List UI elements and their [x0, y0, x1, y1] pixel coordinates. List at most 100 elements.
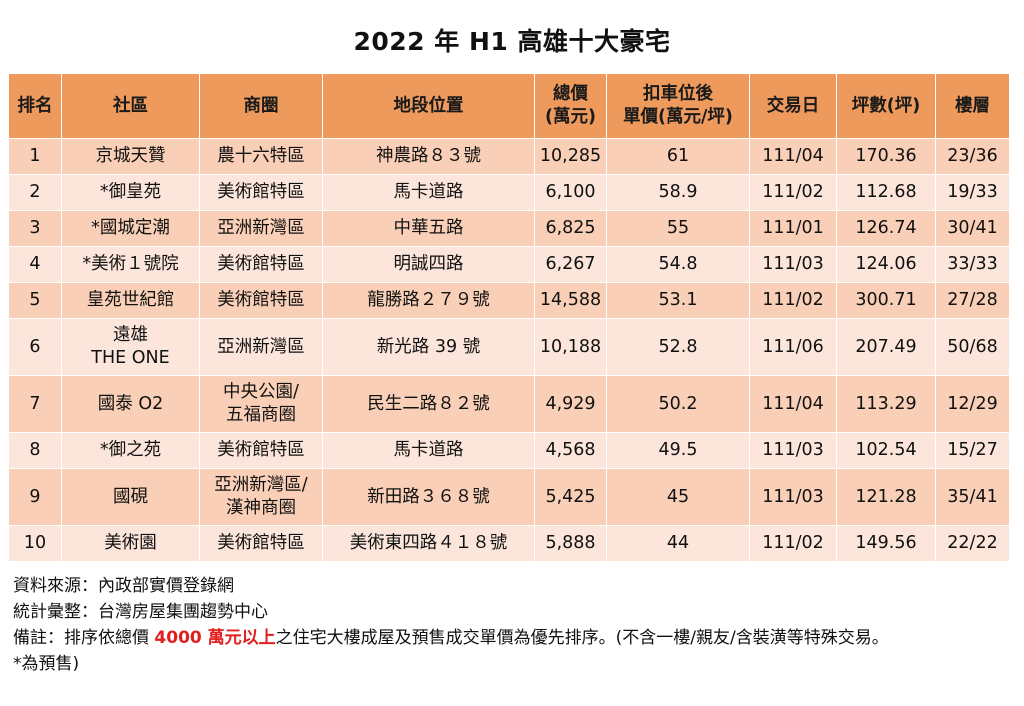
- cell-total-price: 10,285: [534, 138, 607, 175]
- cell-area: 170.36: [836, 138, 936, 175]
- header-location: 地段位置: [322, 73, 535, 139]
- footnotes: 資料來源：內政部實價登錄網 統計彙整：台灣房屋集團趨勢中心 備註：排序依總價 4…: [13, 573, 1013, 677]
- cell-unit-price: 50.2: [606, 375, 750, 433]
- header-floor: 樓層: [935, 73, 1010, 139]
- cell-total-price: 10,188: [534, 318, 607, 376]
- cell-community-line: *御皇苑: [99, 182, 162, 203]
- cell-location: 中華五路: [322, 210, 535, 247]
- cell-community-line: 國泰 O2: [97, 393, 164, 414]
- cell-total-price: 6,825: [534, 210, 607, 247]
- cell-unit-price: 55: [606, 210, 750, 247]
- cell-district: 美術館特區: [199, 282, 323, 319]
- cell-floor: 15/27: [935, 432, 1010, 469]
- cell-rank: 1: [8, 138, 62, 175]
- cell-total-price: 4,568: [534, 432, 607, 469]
- cell-location: 民生二路８２號: [322, 375, 535, 433]
- cell-location: 馬卡道路: [322, 174, 535, 211]
- table-row: 2 *御皇苑 美術館特區 馬卡道路 6,100 58.9 111/02 112.68 19/33: [8, 174, 1010, 211]
- cell-floor: 22/22: [935, 525, 1010, 562]
- cell-district-line: 漢神商圈: [226, 498, 296, 518]
- cell-date: 111/04: [749, 375, 837, 433]
- cell-community-line: THE ONE: [91, 348, 170, 368]
- cell-unit-price: 49.5: [606, 432, 750, 469]
- note-presale: *為預售): [13, 654, 80, 674]
- table-row: 5 皇苑世紀館 美術館特區 龍勝路２７９號 14,588 53.1 111/02 300.71…: [8, 282, 1010, 319]
- cell-district: 亞洲新灣區: [199, 318, 323, 376]
- cell-area: 124.06: [836, 246, 936, 283]
- cell-unit-price: 53.1: [606, 282, 750, 319]
- table-row: 4 *美術１號院 美術館特區 明誠四路 6,267 54.8 111/03 124.06 33/…: [8, 246, 1010, 283]
- header-unit-price-line2: 單價(萬元/坪): [623, 107, 733, 127]
- luxury-housing-table: 排名 社區 商圈 地段位置 總價 (萬元) 扣車位後 單價(萬元/坪) 交易日 …: [8, 73, 1010, 562]
- cell-district-line: 美術館特區: [217, 533, 305, 554]
- cell-area: 121.28: [836, 468, 936, 526]
- cell-district-line: 中央公園/: [223, 382, 299, 403]
- cell-date: 111/03: [749, 468, 837, 526]
- cell-rank: 9: [8, 468, 62, 526]
- cell-rank: 7: [8, 375, 62, 433]
- table-row: 8 *御之苑 美術館特區 馬卡道路 4,568 49.5 111/03 102.54 15/27: [8, 432, 1010, 469]
- cell-location: 神農路８３號: [322, 138, 535, 175]
- cell-district-line: 農十六特區: [217, 146, 305, 167]
- cell-community-line: *御之苑: [99, 440, 162, 461]
- cell-date: 111/02: [749, 174, 837, 211]
- cell-date: 111/02: [749, 525, 837, 562]
- cell-floor: 23/36: [935, 138, 1010, 175]
- cell-area: 102.54: [836, 432, 936, 469]
- cell-district-line: 亞洲新灣區/: [214, 475, 308, 496]
- cell-total-price: 4,929: [534, 375, 607, 433]
- cell-location: 龍勝路２７９號: [322, 282, 535, 319]
- note-remark-highlight: 4000 萬元以上: [154, 628, 276, 648]
- cell-floor: 19/33: [935, 174, 1010, 211]
- cell-area: 207.49: [836, 318, 936, 376]
- header-unit-price: 扣車位後 單價(萬元/坪): [606, 73, 750, 139]
- cell-area: 126.74: [836, 210, 936, 247]
- cell-community: 國泰 O2: [61, 375, 200, 433]
- table-row: 1 京城天贊 農十六特區 神農路８３號 10,285 61 111/04 170.36 23/3…: [8, 138, 1010, 175]
- table-row: 9 國硯 亞洲新灣區/漢神商圈 新田路３６８號 5,425 45 111/03 121.28 3…: [8, 468, 1010, 526]
- cell-district-line: 美術館特區: [217, 182, 305, 203]
- cell-community-line: 京城天贊: [95, 146, 166, 167]
- cell-unit-price: 54.8: [606, 246, 750, 283]
- cell-community-line: 遠雄: [113, 325, 148, 346]
- cell-community: *美術１號院: [61, 246, 200, 283]
- cell-community-line: *美術１號院: [82, 254, 179, 275]
- cell-floor: 27/28: [935, 282, 1010, 319]
- cell-community-line: 國硯: [113, 486, 148, 507]
- cell-district: 中央公園/五福商圈: [199, 375, 323, 433]
- cell-community-line: 皇苑世紀館: [86, 290, 175, 311]
- cell-rank: 2: [8, 174, 62, 211]
- cell-community: *御之苑: [61, 432, 200, 469]
- cell-area: 300.71: [836, 282, 936, 319]
- header-community: 社區: [61, 73, 200, 139]
- cell-district: 亞洲新灣區: [199, 210, 323, 247]
- header-date: 交易日: [749, 73, 837, 139]
- cell-district-line: 美術館特區: [217, 254, 305, 275]
- cell-district: 農十六特區: [199, 138, 323, 175]
- table-header-row: 排名 社區 商圈 地段位置 總價 (萬元) 扣車位後 單價(萬元/坪) 交易日 …: [8, 73, 1010, 139]
- cell-total-price: 5,425: [534, 468, 607, 526]
- cell-area: 149.56: [836, 525, 936, 562]
- cell-community: 國硯: [61, 468, 200, 526]
- cell-district: 亞洲新灣區/漢神商圈: [199, 468, 323, 526]
- page-title: 2022 年 H1 高雄十大豪宅: [353, 27, 671, 56]
- cell-total-price: 14,588: [534, 282, 607, 319]
- cell-total-price: 6,267: [534, 246, 607, 283]
- cell-district-line: 美術館特區: [217, 290, 305, 311]
- cell-floor: 50/68: [935, 318, 1010, 376]
- cell-community-line: 美術園: [104, 533, 157, 554]
- cell-community: 遠雄 THE ONE: [61, 318, 200, 376]
- cell-community: *御皇苑: [61, 174, 200, 211]
- cell-unit-price: 52.8: [606, 318, 750, 376]
- cell-unit-price: 45: [606, 468, 750, 526]
- cell-district: 美術館特區: [199, 525, 323, 562]
- cell-floor: 12/29: [935, 375, 1010, 433]
- cell-district-line: 五福商圈: [226, 405, 296, 425]
- cell-date: 111/03: [749, 432, 837, 469]
- table-body: 1 京城天贊 農十六特區 神農路８３號 10,285 61 111/04 170.36 23/3…: [8, 138, 1010, 562]
- cell-location: 美術東四路４１８號: [322, 525, 535, 562]
- cell-rank: 4: [8, 246, 62, 283]
- cell-district: 美術館特區: [199, 174, 323, 211]
- cell-floor: 35/41: [935, 468, 1010, 526]
- cell-community: 皇苑世紀館: [61, 282, 200, 319]
